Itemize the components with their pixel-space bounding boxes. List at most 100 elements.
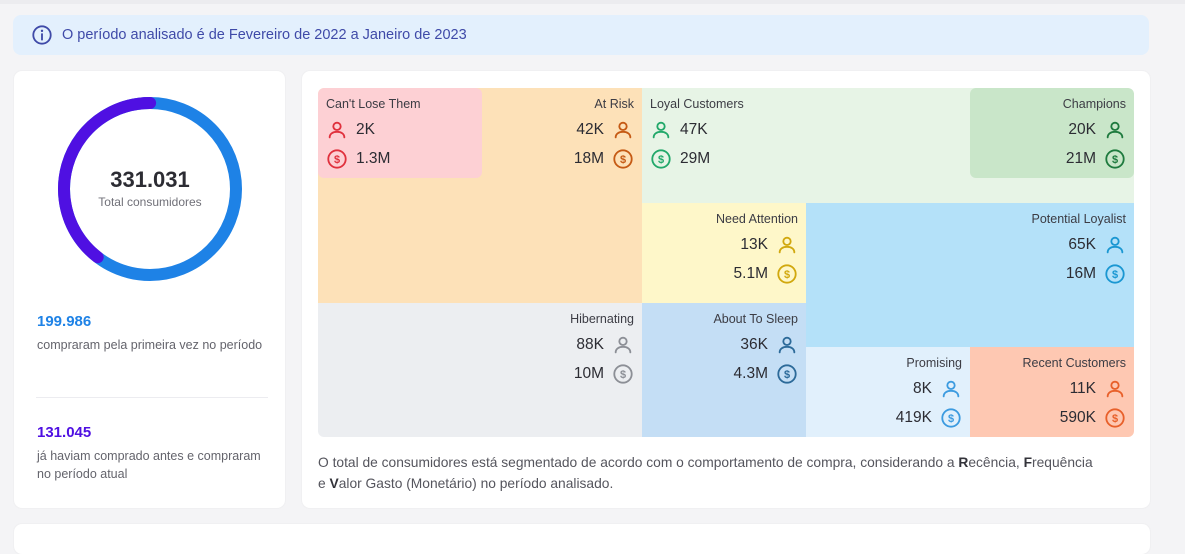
returning-buyers-stat: 131.045 já haviam comprado antes e compr…: [37, 424, 267, 483]
rfm-treemap: At Risk 42K 18M $ Loyal Customers 47K $29M Can'…: [318, 88, 1134, 437]
returning-buyers-value: 131.045: [37, 424, 92, 441]
segment-customers-row: 47K: [650, 119, 708, 141]
segment-customers-row: 11K: [1070, 378, 1126, 400]
user-icon: [612, 334, 634, 356]
segment-revenue-row: $29M: [650, 148, 710, 170]
period-info-text: O período analisado é de Fevereiro de 20…: [62, 27, 467, 43]
segment-name: About To Sleep: [713, 312, 798, 326]
segment-recent-customers: Recent Customers 11K 590K $: [970, 347, 1134, 437]
svg-text:$: $: [948, 413, 954, 425]
segment-customers-value: 20K: [1068, 121, 1096, 138]
first-time-buyers-stat: 199.986 compraram pela primeira vez no p…: [37, 313, 267, 354]
segment-about-to-sleep: About To Sleep 36K 4.3M $: [642, 303, 806, 437]
segment-customers-value: 13K: [740, 236, 768, 253]
user-icon: [1104, 234, 1126, 256]
segment-need-attention: Need Attention 13K 5.1M $: [642, 203, 806, 303]
segment-customers-value: 36K: [740, 336, 768, 353]
segment-revenue-row: 419K $: [896, 407, 962, 429]
segment-name: Champions: [1062, 97, 1126, 111]
svg-text:$: $: [620, 369, 626, 381]
segment-revenue-row: 590K $: [1060, 407, 1126, 429]
segment-customers-row: 8K: [913, 378, 962, 400]
segment-revenue-row: 16M $: [1066, 263, 1126, 285]
segment-name: At Risk: [594, 97, 634, 111]
dollar-icon: $: [940, 407, 962, 429]
user-icon: [1104, 119, 1126, 141]
segment-name: Promising: [906, 356, 962, 370]
segment-revenue-value: 29M: [680, 150, 711, 167]
dollar-icon: $: [326, 148, 348, 170]
segment-name: Need Attention: [715, 212, 798, 226]
stats-divider: [36, 397, 268, 398]
segment-champions: Champions 20K 21M $: [970, 88, 1134, 178]
segment-revenue-row: 18M $: [574, 148, 634, 170]
segment-revenue-value: 1.3M: [356, 150, 391, 167]
svg-text:$: $: [784, 369, 790, 381]
segment-revenue-value: 18M: [573, 150, 604, 167]
svg-text:$: $: [334, 154, 340, 166]
segment-revenue-row: $1.3M: [326, 148, 390, 170]
info-icon: [32, 25, 52, 45]
segment-customers-value: 47K: [680, 121, 708, 138]
user-icon: [776, 334, 798, 356]
svg-text:$: $: [620, 154, 626, 166]
dollar-icon: $: [776, 363, 798, 385]
segment-revenue-row: 21M $: [1066, 148, 1126, 170]
segment-customers-row: 20K: [1068, 119, 1126, 141]
segment-customers-row: 42K: [576, 119, 634, 141]
segment-customers-value: 42K: [576, 121, 604, 138]
segment-customers-row: 2K: [326, 119, 375, 141]
customers-summary-card: 331.031 Total consumidores 199.986 compr…: [14, 71, 285, 508]
segment-hibernating: Hibernating 88K 10M $: [318, 303, 642, 437]
dollar-icon: $: [776, 263, 798, 285]
user-icon: [1104, 378, 1126, 400]
next-section-card: [14, 524, 1150, 554]
donut-center: 331.031 Total consumidores: [55, 167, 245, 209]
dollar-icon: $: [612, 148, 634, 170]
svg-text:$: $: [1112, 154, 1118, 166]
segment-potential-loyalist: Potential Loyalist 65K 16M $: [806, 203, 1134, 347]
segment-name: Hibernating: [570, 312, 634, 326]
segment-cant-lose-them: Can't Lose Them 2K $1.3M: [318, 88, 482, 178]
segment-revenue-row: 5.1M $: [734, 263, 798, 285]
svg-text:$: $: [1112, 269, 1118, 281]
segment-customers-value: 65K: [1068, 236, 1096, 253]
segment-customers-row: 65K: [1068, 234, 1126, 256]
segment-name: Loyal Customers: [650, 97, 744, 111]
donut-returning-segment: [58, 97, 242, 281]
top-divider: [0, 0, 1185, 4]
svg-text:$: $: [1112, 413, 1118, 425]
returning-buyers-label: já haviam comprado antes e compraram no …: [37, 449, 261, 481]
segment-revenue-value: 16M: [1065, 265, 1096, 282]
segment-revenue-value: 21M: [1065, 150, 1096, 167]
user-icon: [940, 378, 962, 400]
segment-customers-row: 13K: [740, 234, 798, 256]
total-customers-label: Total consumidores: [98, 195, 202, 209]
total-customers-value: 331.031: [110, 167, 190, 192]
dollar-icon: $: [1104, 148, 1126, 170]
first-time-buyers-value: 199.986: [37, 313, 92, 330]
segment-revenue-row: 4.3M $: [734, 363, 798, 385]
segment-customers-value: 8K: [913, 380, 932, 397]
segment-name: Potential Loyalist: [1031, 212, 1126, 226]
segment-name: Recent Customers: [1022, 356, 1126, 370]
customers-donut-chart: [58, 97, 242, 281]
user-icon: [612, 119, 634, 141]
segment-customers-row: 88K: [576, 334, 634, 356]
segment-revenue-value: 419K: [895, 409, 932, 426]
dollar-icon: $: [1104, 407, 1126, 429]
user-icon: [650, 119, 672, 141]
segment-promising: Promising 8K 419K $: [806, 347, 970, 437]
segmentation-description: O total de consumidores está segmentado …: [318, 455, 1093, 491]
user-icon: [326, 119, 348, 141]
segment-customers-row: 36K: [740, 334, 798, 356]
dollar-icon: $: [1104, 263, 1126, 285]
segment-revenue-value: 5.1M: [733, 265, 768, 282]
rfm-segments-card: At Risk 42K 18M $ Loyal Customers 47K $29M Can'…: [302, 71, 1150, 508]
first-time-buyers-label: compraram pela primeira vez no período: [37, 338, 263, 352]
segment-revenue-value: 10M: [573, 365, 604, 382]
segment-customers-value: 11K: [1069, 380, 1096, 397]
segment-revenue-value: 590K: [1059, 409, 1096, 426]
segment-revenue-row: 10M $: [574, 363, 634, 385]
period-info-banner: O período analisado é de Fevereiro de 20…: [13, 15, 1149, 55]
